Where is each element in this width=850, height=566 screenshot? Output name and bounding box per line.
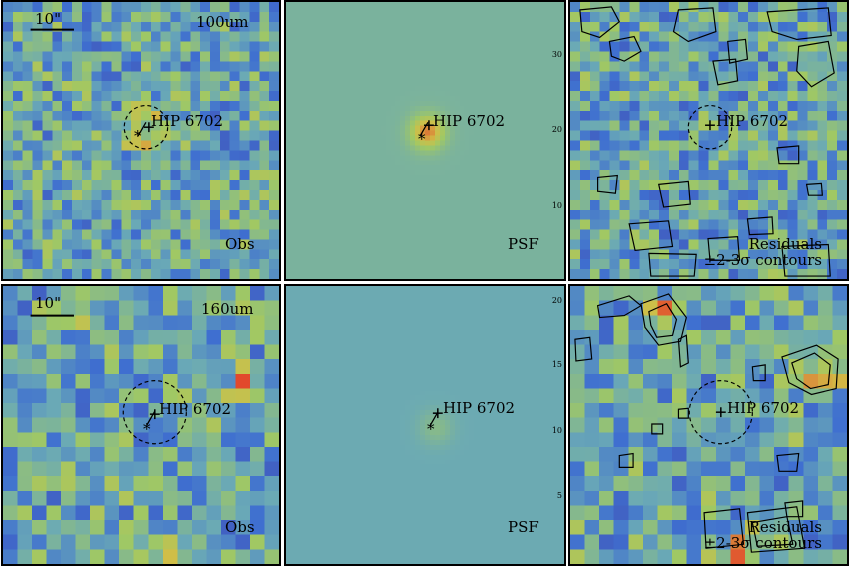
row1-residuals-contours	[579, 6, 835, 277]
row1-res-corner-label: Residuals	[748, 235, 822, 253]
row1-psf-ytick-20: 20	[551, 125, 562, 134]
row2-band-label: 160um	[201, 300, 254, 318]
row1-psf-corner-label: PSF	[508, 235, 539, 253]
row2-obs-corner-label: Obs	[225, 518, 255, 536]
row1-scale-bar-label: 10"	[35, 10, 61, 28]
row1-psf-overlay	[419, 120, 434, 137]
row2-psf-image	[286, 286, 564, 564]
row2-obs-panel: 10" 160um * HIP 6702 Obs	[1, 284, 281, 566]
row2-obs-overlay	[30, 314, 187, 445]
row2-psf-corner-label: PSF	[508, 518, 539, 536]
row2-psf-target-label: HIP 6702	[443, 399, 516, 417]
row1-res-target-label: HIP 6702	[716, 112, 789, 130]
row2-obs-star-marker: *	[143, 420, 151, 438]
row1-obs-image	[3, 2, 279, 279]
row2-psf-ytick-5: 5	[556, 491, 562, 500]
row2-psf-star-marker: *	[427, 420, 435, 438]
row1-psf-image	[286, 2, 564, 279]
row1-obs-target-label: HIP 6702	[151, 112, 224, 130]
row2-psf-ytick-20: 20	[551, 296, 562, 305]
row2-residuals-image	[570, 286, 847, 564]
row2-psf-overlay	[429, 408, 443, 427]
row1-psf-star-marker: *	[418, 130, 426, 148]
row2-psf-ytick-15: 15	[551, 360, 562, 369]
row2-scale-bar-label: 10"	[35, 294, 61, 312]
row2-psf-panel: * HIP 6702 PSF 20 15 10 5	[284, 284, 566, 566]
row1-psf-target-label: HIP 6702	[433, 112, 506, 130]
row2-residuals-contours	[574, 293, 839, 553]
row2-psf-ytick-10: 10	[551, 426, 562, 435]
row1-residuals-panel: HIP 6702 Residuals ±2-3σ contours	[568, 0, 849, 281]
row2-obs-image	[3, 286, 279, 564]
row1-obs-corner-label: Obs	[225, 235, 255, 253]
row1-band-label: 100um	[196, 13, 249, 31]
row2-obs-target-label: HIP 6702	[159, 400, 232, 418]
row2-residuals-panel: HIP 6702 Residuals ±2-3σ contours	[568, 284, 849, 566]
row2-res-corner-label: Residuals	[748, 518, 822, 536]
row1-psf-ytick-10: 10	[551, 201, 562, 210]
row1-residuals-image	[570, 2, 847, 279]
row1-psf-panel: * HIP 6702 PSF 30 20 10	[284, 0, 566, 281]
row1-obs-panel: 10" 100um * HIP 6702 Obs	[1, 0, 281, 281]
row2-res-corner-label2: ±2-3σ contours	[703, 534, 822, 552]
row1-res-corner-label2: ±2-3σ contours	[703, 251, 822, 269]
row1-psf-ytick-30: 30	[551, 50, 562, 59]
row2-res-target-label: HIP 6702	[727, 399, 800, 417]
row1-obs-overlay	[30, 28, 169, 150]
row1-obs-star-marker: *	[134, 127, 142, 145]
